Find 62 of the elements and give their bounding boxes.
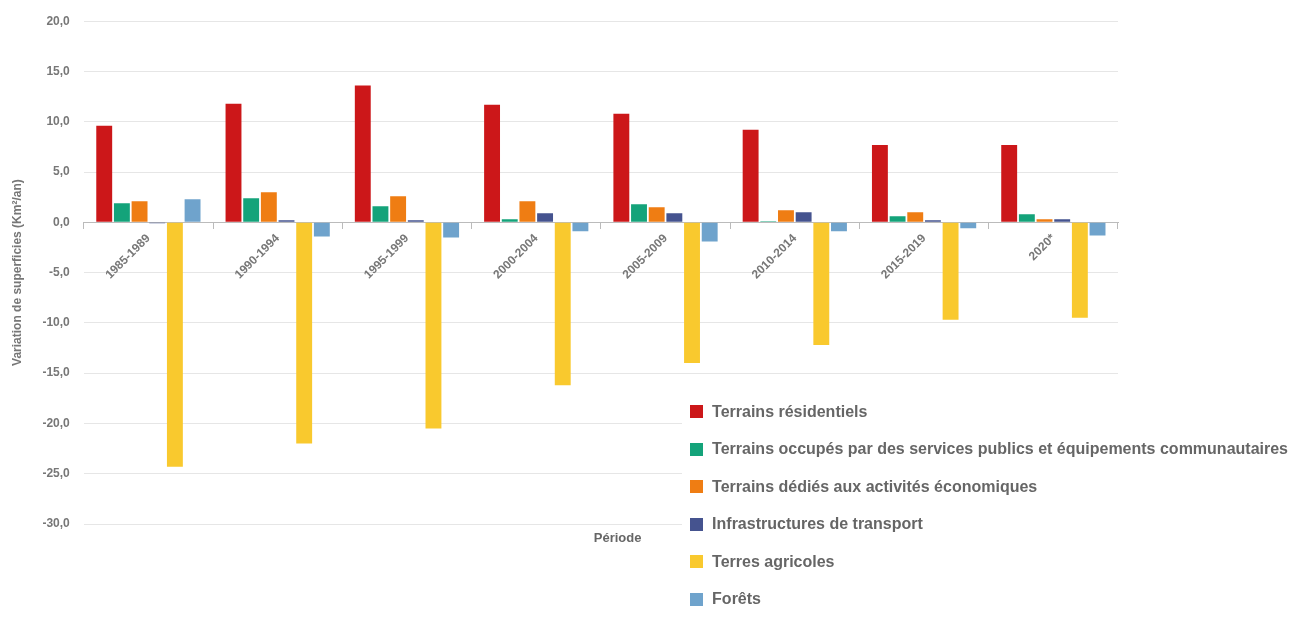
bar [519, 201, 536, 222]
y-tick-label: 0,0 [53, 214, 71, 229]
bar [443, 222, 460, 238]
bar [648, 207, 665, 222]
y-tick-label: -30,0 [42, 516, 71, 531]
bar [313, 222, 330, 237]
y-tick-label: -15,0 [42, 365, 71, 380]
bar [960, 222, 977, 229]
legend-label: Terrains dédiés aux activités économiques [712, 477, 1038, 496]
y-tick-label: -10,0 [42, 315, 71, 330]
legend-label: Terrains occupés par des services publics et équipements communautaires [712, 440, 1288, 459]
y-tick-label: -5,0 [49, 264, 71, 279]
bar [243, 198, 260, 222]
legend-label: Terres agricoles [712, 552, 835, 571]
bar [742, 129, 759, 222]
bar [572, 222, 589, 232]
bar [871, 144, 888, 222]
bar [631, 204, 647, 222]
bar [166, 222, 183, 467]
bar [537, 213, 554, 222]
bar [942, 222, 959, 320]
bar [131, 201, 148, 222]
bar [701, 222, 718, 242]
bar [372, 206, 389, 222]
bar [889, 216, 906, 222]
bar [296, 222, 313, 444]
bar [1018, 214, 1035, 222]
y-tick-label: -25,0 [42, 466, 71, 481]
bar [778, 210, 794, 222]
bar [96, 125, 113, 222]
bar [666, 213, 683, 222]
legend-label: Forêts [712, 590, 761, 609]
bar [684, 222, 700, 364]
bar [184, 199, 201, 222]
bar [831, 222, 847, 232]
x-axis-title: Période [593, 530, 642, 545]
bar [613, 113, 630, 222]
bar [113, 203, 130, 222]
bar [907, 212, 924, 222]
bar [1036, 219, 1053, 222]
y-tick-label: 15,0 [46, 63, 71, 78]
y-tick-label: 20,0 [46, 13, 71, 28]
bar [484, 104, 501, 222]
bar [354, 85, 371, 222]
y-axis-title: Variation de superficies (Km²/an) [9, 179, 24, 366]
bar [425, 222, 442, 429]
bar [813, 222, 830, 345]
bar [260, 192, 277, 222]
bar [1089, 222, 1106, 236]
y-tick-label: 5,0 [53, 164, 71, 179]
y-tick-label: 10,0 [46, 114, 71, 129]
bar [501, 219, 518, 222]
legend-label: Infrastructures de transport [712, 515, 923, 534]
bar [225, 103, 242, 222]
bar [390, 196, 407, 222]
bar [795, 212, 812, 222]
y-tick-label: -20,0 [42, 415, 71, 430]
legend-label: Terrains résidentiels [712, 402, 868, 421]
bar [554, 222, 571, 386]
bar [1001, 144, 1018, 222]
bar [1071, 222, 1088, 318]
bar [1054, 219, 1071, 222]
